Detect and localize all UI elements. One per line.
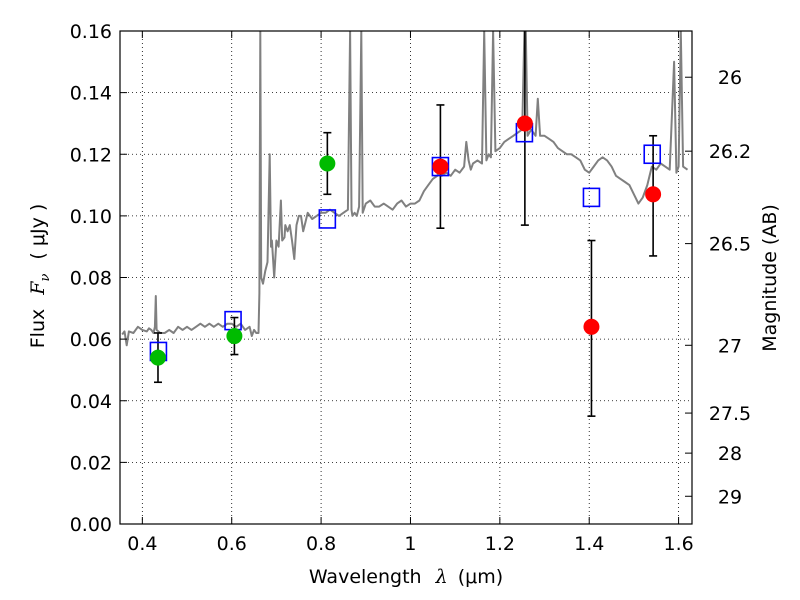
y-tick-label: 0.12 — [70, 144, 112, 166]
y-axis-label-symbol: F — [27, 281, 49, 296]
y2-tick-label: 27 — [718, 335, 742, 357]
y2-tick-label: 28 — [718, 443, 742, 465]
x-axis-label-unit: (μm) — [458, 566, 503, 588]
x-tick-label: 1.2 — [485, 533, 515, 555]
y-axis-label-prefix: Flux — [27, 309, 49, 349]
x-axis-label-symbol: λ — [435, 566, 448, 588]
spectrum-line — [121, 31, 689, 347]
y-axis-label-unit: ( μJy ) — [27, 204, 49, 260]
optical-photometry-marker — [226, 328, 243, 345]
model-photometry-marker — [582, 187, 601, 208]
y-axis-label-subscript: ν — [38, 274, 53, 282]
y-tick-label: 0.06 — [70, 329, 112, 351]
error-bars — [153, 31, 658, 417]
secondary-y-axis-label: Magnitude (AB) — [759, 204, 781, 352]
plot-frame — [119, 30, 693, 525]
y2-tick-label: 27.5 — [709, 403, 751, 425]
model-photometry-marker — [318, 209, 337, 229]
y2-tick-label: 26.5 — [709, 234, 751, 256]
x-tick-label: 0.8 — [306, 533, 336, 555]
x-axis-label-prefix: Wavelength — [309, 566, 422, 588]
y2-tick-label: 29 — [718, 486, 742, 508]
y-tick-label: 0.00 — [70, 514, 112, 536]
x-tick-label: 1.6 — [663, 533, 693, 555]
y2-tick-label: 26 — [718, 67, 742, 89]
y-tick-label: 0.08 — [70, 268, 112, 290]
spectrum-series — [121, 31, 689, 347]
optical-photometry-marker — [319, 155, 336, 172]
x-axis-label: Wavelength λ (μm) — [309, 566, 503, 588]
x-tick-label: 1 — [404, 533, 416, 555]
plot-border — [119, 30, 693, 525]
y-tick-label: 0.02 — [70, 452, 112, 474]
x-tick-label: 0.4 — [127, 533, 157, 555]
model-photometry-marker — [224, 310, 242, 331]
axis-ticks: 0.4 0.6 0.8 1 1.2 1.4 1.6 0.00 0.02 0.04 0.06 0.08 0… — [70, 21, 751, 555]
y-tick-label: 0.14 — [70, 83, 112, 105]
infrared-photometry-marker — [516, 115, 533, 132]
photometry-markers — [149, 115, 662, 366]
optical-photometry-marker — [149, 349, 166, 366]
grid-lines — [120, 30, 692, 525]
y2-tick-label: 26.2 — [709, 141, 751, 163]
infrared-photometry-marker — [645, 186, 662, 203]
x-tick-label: 1.4 — [574, 533, 604, 555]
y-tick-label: 0.04 — [70, 391, 112, 413]
y-tick-label: 0.10 — [70, 206, 112, 228]
y-axis-label: Flux Fν ( μJy ) — [27, 204, 54, 349]
model-photometry-marker — [643, 144, 662, 165]
infrared-photometry-marker — [583, 318, 600, 335]
x-tick-label: 0.6 — [217, 533, 247, 555]
infrared-photometry-marker — [432, 158, 449, 175]
y-tick-label: 0.16 — [70, 21, 112, 43]
